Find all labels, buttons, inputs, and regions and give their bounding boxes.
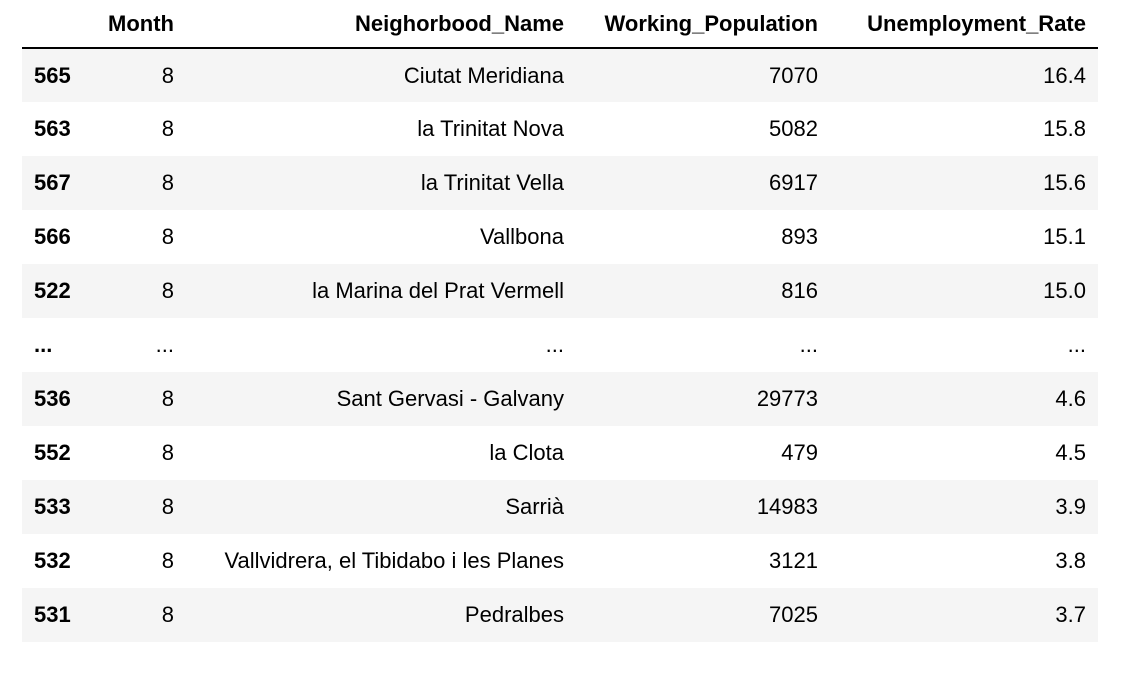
row-index: 567 <box>34 170 71 195</box>
cell-working-population: 479 <box>781 440 818 465</box>
cell-month: 8 <box>161 440 174 465</box>
cell-unemployment-rate: ... <box>1067 332 1086 357</box>
cell-neighborhood-name: la Clota <box>489 440 564 465</box>
cell-month: 8 <box>161 548 174 573</box>
row-index: 565 <box>34 62 71 88</box>
table-row: 552 8 la Clota 479 4.5 <box>22 426 1098 480</box>
cell-unemployment-rate: 3.8 <box>1055 548 1086 573</box>
cell-working-population: 893 <box>781 224 818 249</box>
table-row: 567 8 la Trinitat Vella 6917 15.6 <box>22 156 1098 210</box>
cell-month: 8 <box>161 62 174 88</box>
table-row: 536 8 Sant Gervasi - Galvany 29773 4.6 <box>22 372 1098 426</box>
cell-working-population: ... <box>799 332 818 357</box>
cell-neighborhood-name: Vallvidrera, el Tibidabo i les Planes <box>224 548 564 573</box>
cell-working-population: 6917 <box>769 170 818 195</box>
row-index: 536 <box>34 386 71 411</box>
table-row: 566 8 Vallbona 893 15.1 <box>22 210 1098 264</box>
cell-unemployment-rate: 3.7 <box>1055 602 1086 627</box>
row-index: 522 <box>34 278 71 303</box>
cell-unemployment-rate: 4.5 <box>1055 440 1086 465</box>
cell-working-population: 3121 <box>769 548 818 573</box>
cell-neighborhood-name: Sant Gervasi - Galvany <box>336 386 564 411</box>
cell-month: 8 <box>161 602 174 627</box>
cell-month: 8 <box>161 170 174 195</box>
cell-unemployment-rate: 15.8 <box>1043 116 1086 141</box>
cell-neighborhood-name: ... <box>545 332 564 357</box>
cell-unemployment-rate: 4.6 <box>1055 386 1086 411</box>
cell-month: ... <box>155 332 174 357</box>
table-row-ellipsis: ... ... ... ... ... <box>22 318 1098 372</box>
row-index: 531 <box>34 602 71 627</box>
cell-neighborhood-name: Vallbona <box>480 224 564 249</box>
cell-working-population: 5082 <box>769 116 818 141</box>
cell-month: 8 <box>161 386 174 411</box>
dataframe-table: Month Neighorbood_Name Working_Populatio… <box>22 0 1098 642</box>
cell-month: 8 <box>161 494 174 519</box>
table-header: Month Neighorbood_Name Working_Populatio… <box>22 0 1098 49</box>
row-index: 552 <box>34 440 71 465</box>
table-row: 532 8 Vallvidrera, el Tibidabo i les Pla… <box>22 534 1098 588</box>
cell-unemployment-rate: 3.9 <box>1055 494 1086 519</box>
cell-working-population: 816 <box>781 278 818 303</box>
cell-working-population: 29773 <box>756 386 818 411</box>
cell-unemployment-rate: 15.1 <box>1043 224 1086 249</box>
cell-unemployment-rate: 16.4 <box>1043 62 1086 88</box>
table-row: 522 8 la Marina del Prat Vermell 816 15.… <box>22 264 1098 318</box>
row-index: 566 <box>34 224 71 249</box>
column-header-unemployment-rate: Unemployment_Rate <box>830 0 1098 49</box>
cell-month: 8 <box>161 116 174 141</box>
cell-neighborhood-name: la Trinitat Vella <box>420 170 564 195</box>
header-row: Month Neighorbood_Name Working_Populatio… <box>22 0 1098 49</box>
cell-neighborhood-name: la Trinitat Nova <box>417 116 564 141</box>
column-header-month: Month <box>100 0 186 49</box>
table-row: 563 8 la Trinitat Nova 5082 15.8 <box>22 102 1098 156</box>
cell-working-population: 14983 <box>756 494 818 519</box>
column-header-working-population: Working_Population <box>576 0 830 49</box>
cell-neighborhood-name: Pedralbes <box>464 602 564 627</box>
cell-working-population: 7070 <box>769 62 818 88</box>
cell-month: 8 <box>161 224 174 249</box>
row-index: 563 <box>34 116 71 141</box>
column-header-neighborhood-name: Neighorbood_Name <box>186 0 576 49</box>
dataframe-output: Month Neighorbood_Name Working_Populatio… <box>22 0 1098 642</box>
row-index: ... <box>34 332 53 357</box>
cell-neighborhood-name: Sarrià <box>505 494 564 519</box>
table-body: 565 8 Ciutat Meridiana 7070 16.4 563 8 l… <box>22 48 1098 642</box>
table-row: 533 8 Sarrià 14983 3.9 <box>22 480 1098 534</box>
cell-unemployment-rate: 15.0 <box>1043 278 1086 303</box>
cell-unemployment-rate: 15.6 <box>1043 170 1086 195</box>
cell-working-population: 7025 <box>769 602 818 627</box>
cell-neighborhood-name: Ciutat Meridiana <box>403 62 564 88</box>
column-header-index <box>22 0 100 49</box>
table-row: 531 8 Pedralbes 7025 3.7 <box>22 588 1098 642</box>
row-index: 533 <box>34 494 71 519</box>
row-index: 532 <box>34 548 71 573</box>
cell-neighborhood-name: la Marina del Prat Vermell <box>312 278 564 303</box>
table-row: 565 8 Ciutat Meridiana 7070 16.4 <box>22 48 1098 102</box>
cell-month: 8 <box>161 278 174 303</box>
